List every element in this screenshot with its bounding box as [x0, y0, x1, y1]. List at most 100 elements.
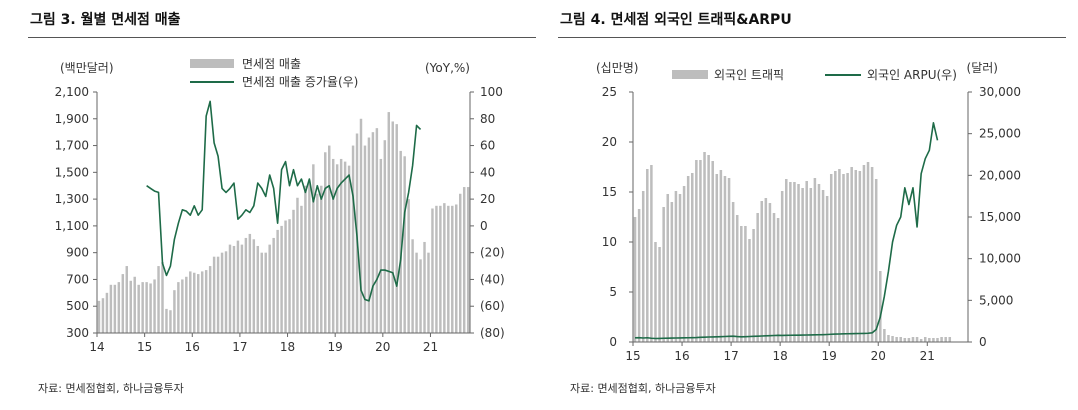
left-bar	[185, 276, 188, 333]
left-bar	[335, 164, 339, 333]
right-legend-bar-label: 외국인 트래픽	[714, 68, 784, 82]
left-right-tick-label: (20)	[480, 246, 505, 260]
left-bar	[455, 204, 458, 333]
left-bar	[443, 203, 446, 333]
left-bar	[343, 161, 347, 333]
right-bar	[948, 337, 952, 342]
left-bar	[97, 300, 101, 333]
left-bar	[248, 233, 252, 333]
left-bar	[137, 284, 140, 333]
left-bar	[347, 165, 351, 333]
right-bar	[821, 190, 825, 342]
left-bar	[113, 284, 117, 333]
left-bar	[125, 266, 128, 333]
right-bar	[744, 226, 747, 342]
left-left-unit-label: (백만달러)	[60, 61, 114, 75]
right-legend-bar-swatch	[672, 70, 708, 79]
left-bar	[117, 282, 121, 333]
left-bar	[447, 205, 450, 333]
left-bar	[363, 145, 367, 333]
left-bar	[399, 150, 402, 333]
right-bar	[874, 179, 878, 342]
right-bar	[797, 184, 800, 342]
left-bar	[204, 270, 208, 333]
right-bar	[854, 170, 858, 342]
right-bar	[825, 196, 829, 342]
right-bar	[768, 203, 772, 342]
left-bar	[212, 256, 216, 333]
left-bar	[268, 244, 271, 333]
left-bar	[339, 158, 343, 333]
right-right-tick-label: 30,000	[979, 85, 1021, 99]
left-bar	[105, 292, 109, 333]
left-bar	[220, 252, 224, 333]
right-bar	[883, 329, 886, 342]
right-left-tick-label: 20	[602, 135, 617, 149]
right-bar	[838, 169, 841, 342]
left-x-tick-label: 15	[137, 340, 152, 354]
left-bar	[284, 220, 287, 333]
left-bar	[288, 219, 291, 333]
right-bar	[776, 218, 780, 342]
right-bar	[813, 178, 817, 342]
right-bar	[846, 173, 849, 342]
left-left-tick-label: 1,700	[55, 139, 89, 153]
left-x-tick-label: 18	[280, 340, 295, 354]
right-right-tick-label: 20,000	[979, 168, 1021, 182]
right-figure-title: 그림 4. 면세점 외국인 트래픽&ARPU	[560, 12, 792, 28]
left-bar	[109, 284, 113, 333]
right-bar	[842, 174, 845, 342]
left-bar	[367, 137, 371, 333]
right-bar	[707, 155, 710, 342]
left-bar	[423, 241, 426, 333]
left-bar	[232, 245, 236, 333]
left-left-tick-label: 700	[66, 272, 89, 286]
left-bar	[292, 209, 295, 333]
left-bar	[153, 279, 156, 333]
right-bar	[633, 217, 637, 342]
right-bar	[932, 338, 935, 342]
right-bar	[658, 247, 661, 342]
left-bar	[431, 208, 434, 333]
left-left-tick-label: 1,500	[55, 165, 89, 179]
right-bar	[760, 201, 764, 342]
left-x-tick-label: 17	[232, 340, 247, 354]
left-bar	[411, 239, 414, 333]
right-bar	[646, 169, 649, 342]
left-bar	[208, 266, 212, 333]
left-bar	[379, 158, 383, 333]
right-bar	[895, 337, 898, 342]
left-bar	[359, 118, 363, 333]
left-legend-line-label: 면세점 매출 증가율(우)	[242, 75, 358, 89]
right-bar	[801, 188, 804, 342]
right-left-tick-label: 5	[609, 285, 617, 299]
left-bar	[395, 124, 398, 333]
right-x-tick-label: 20	[871, 349, 886, 363]
left-left-tick-label: 1,900	[55, 112, 89, 126]
left-bar	[351, 145, 355, 333]
right-title-rule	[558, 37, 1066, 38]
left-bar	[331, 158, 335, 333]
left-x-tick-label: 19	[328, 340, 343, 354]
left-bar	[216, 256, 220, 333]
right-bar	[662, 207, 665, 342]
left-right-tick-label: 20	[480, 192, 495, 206]
right-bar	[936, 338, 939, 342]
right-bar	[641, 191, 645, 342]
left-bar	[260, 252, 263, 333]
right-right-tick-label: 10,000	[979, 252, 1021, 266]
left-bar	[375, 128, 379, 333]
left-right-tick-label: (60)	[480, 299, 505, 313]
left-bar	[419, 259, 422, 333]
right-bar	[748, 239, 751, 342]
right-bar	[695, 160, 698, 342]
left-bar	[387, 112, 391, 333]
left-bar	[141, 282, 144, 333]
left-bar	[415, 252, 418, 333]
left-bar	[407, 199, 410, 333]
left-bar	[272, 237, 275, 333]
right-right-tick-label: 15,000	[979, 210, 1021, 224]
left-x-tick-label: 16	[185, 340, 200, 354]
right-source-note: 자료: 면세점협회, 하나금융투자	[570, 382, 716, 395]
left-bar	[300, 205, 303, 333]
